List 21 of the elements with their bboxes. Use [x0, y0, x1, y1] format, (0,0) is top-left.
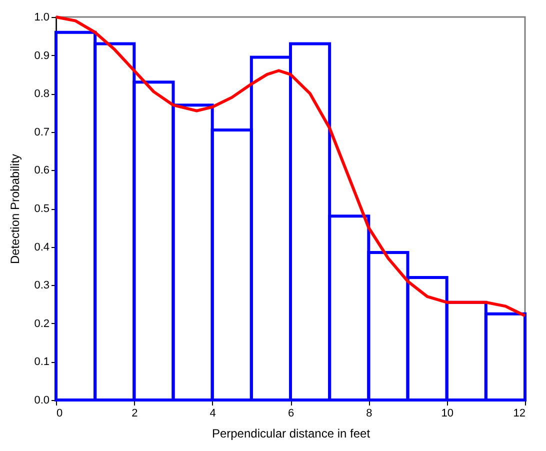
x-tick-label: 6 — [288, 408, 294, 420]
y-tick-label: 0.0 — [34, 394, 50, 406]
y-tick-label: 0.9 — [34, 50, 50, 62]
y-tick-label: 0.1 — [34, 356, 50, 368]
y-tick-label: 0.6 — [34, 164, 50, 177]
y-tick-label: 0.3 — [34, 280, 50, 292]
y-tick-label: 0.2 — [34, 318, 50, 330]
y-tick-label: 0.5 — [34, 203, 50, 215]
y-tick-label: 1.0 — [34, 12, 50, 24]
x-tick-label: 0 — [56, 408, 63, 420]
y-tick-label: 0.4 — [34, 241, 50, 254]
x-tick-label: 8 — [366, 408, 372, 420]
x-tick-label: 12 — [513, 408, 526, 420]
line-series — [54, 16, 526, 318]
y-tick-label: 0.7 — [34, 126, 50, 138]
x-axis-title: Perpendicular distance in feet — [212, 426, 371, 440]
x-tick-label: 10 — [441, 408, 454, 420]
y-tick-label: 0.8 — [34, 88, 50, 100]
y-axis-title: Detection Probability — [8, 154, 22, 264]
x-tick-label: 4 — [210, 408, 216, 420]
x-tick-label: 2 — [132, 408, 138, 420]
